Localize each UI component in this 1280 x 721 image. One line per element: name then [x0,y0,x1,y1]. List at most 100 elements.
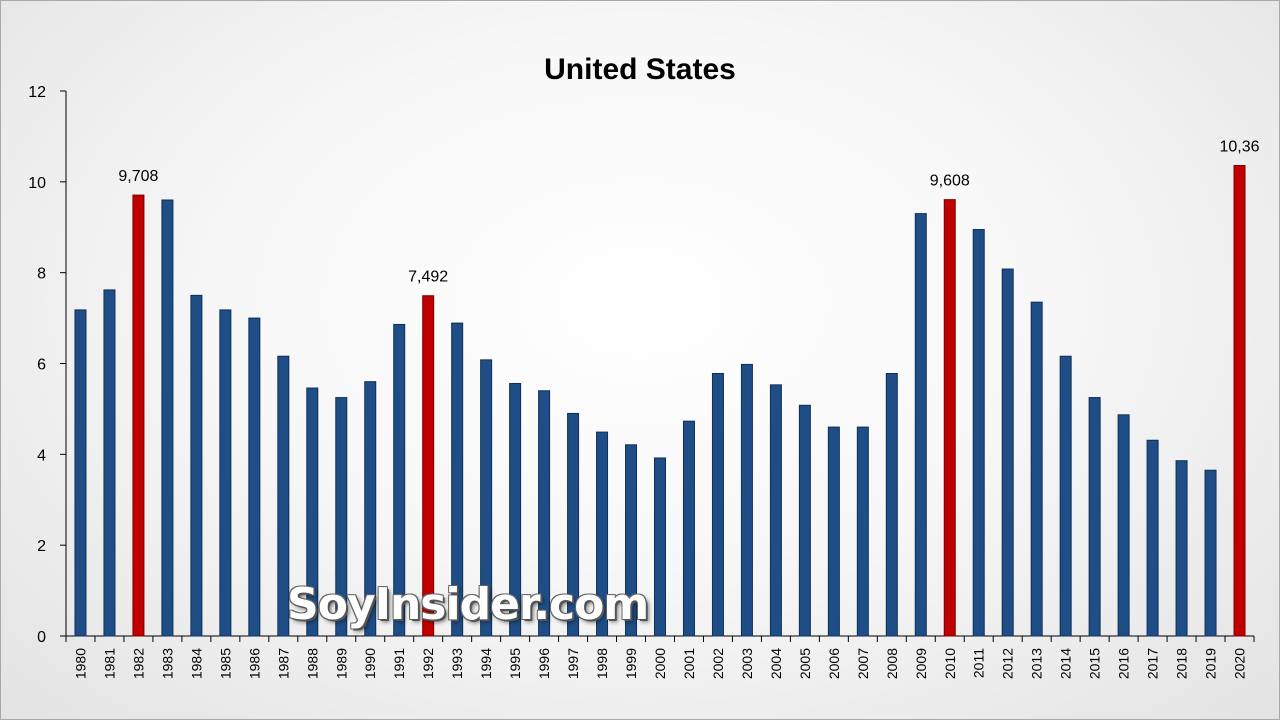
bar-2015 [1088,397,1101,637]
x-tick-label: 1982 [130,648,146,679]
bar-1988 [306,387,319,637]
bar-2020 [1233,164,1246,637]
x-tick-label: 2002 [710,648,726,679]
x-tick-label: 2012 [1000,648,1016,679]
bar-1993 [451,322,464,637]
watermark: SoyInsider.com [287,579,649,630]
x-tick-label: 1987 [275,648,291,679]
y-tick-label: 0 [37,629,46,646]
x-tick-label: 1983 [159,648,175,679]
x-tick-label: 1996 [536,648,552,679]
data-label-1982: 9,708 [118,168,158,185]
data-labels: 9,708 7,492 9,608 10,36 [118,138,1259,285]
bar-2003 [740,363,753,637]
x-tick-label: 1998 [594,648,610,679]
bar-1994 [480,359,493,637]
data-label-1992: 7,492 [408,269,448,286]
bar-1998 [596,431,609,637]
bar-1987 [277,355,290,637]
x-axis: 1980 1981 1982 1983 1984 1985 1986 1987 1988 1989… [65,635,1255,679]
x-tick-label: 1994 [478,648,494,679]
x-tick-label: 2017 [1145,648,1161,679]
x-tick-label: 2020 [1232,648,1248,679]
bar-1996 [538,390,551,637]
bar-1983 [161,199,174,637]
y-axis: 0 2 4 6 8 10 12 [28,84,67,646]
x-tick-label: 2006 [826,648,842,679]
x-tick-label: 2005 [797,648,813,679]
bar-2013 [1030,301,1043,637]
x-tick-label: 1989 [333,648,349,679]
bar-2002 [711,372,724,637]
x-tick-label: 1991 [391,648,407,679]
bar-1992 [422,295,435,637]
bar-1997 [567,412,580,637]
bar-1985 [219,309,232,637]
x-tick-label: 1981 [101,648,117,679]
x-tick-label: 2007 [855,648,871,679]
y-tick-label: 6 [37,357,46,374]
data-label-2010: 9,608 [930,173,970,190]
bar-2011 [972,229,985,637]
x-tick-label: 2003 [739,648,755,679]
bar-1991 [393,323,406,637]
bar-2018 [1175,460,1188,637]
bar-2007 [856,426,869,637]
x-tick-label: 1984 [188,648,204,679]
x-tick-label: 1999 [623,648,639,679]
bar-2008 [885,372,898,637]
bar-1981 [103,289,116,637]
x-tick-label: 1993 [449,648,465,679]
x-tick-label: 1985 [217,648,233,679]
x-tick-label: 1988 [304,648,320,679]
bar-2017 [1146,439,1159,637]
y-tick-label: 2 [37,538,46,555]
bar-1980 [74,309,87,637]
x-tick-label: 2018 [1174,648,1190,679]
bar-1982 [132,194,145,637]
x-tick-label: 2004 [768,648,784,679]
bar-1989 [335,397,348,637]
bar-2009 [914,213,927,637]
x-tick-label: 1986 [246,648,262,679]
x-tick-label: 2016 [1116,648,1132,679]
bar-2001 [682,420,695,637]
x-tick-label: 1992 [420,648,436,679]
bar-1999 [625,444,638,637]
bar-1995 [509,382,522,637]
data-label-2020: 10,36 [1219,138,1259,155]
x-tick-label: 2019 [1203,648,1219,679]
x-tick-label: 2015 [1087,648,1103,679]
x-tick-label: 2000 [652,648,668,679]
x-tick-label: 2009 [913,648,929,679]
y-tick-label: 12 [28,84,46,101]
x-tick-label: 2014 [1058,648,1074,679]
x-tick-label: 2008 [884,648,900,679]
bar-2000 [654,457,666,637]
x-tick-label: 2011 [971,648,987,678]
x-tick-label: 1980 [72,648,88,679]
bar-2019 [1204,469,1217,637]
bar-2010 [943,199,956,637]
x-tick-label: 1995 [507,648,523,679]
bar-1984 [190,294,203,637]
bar-2016 [1117,414,1130,637]
y-tick-label: 8 [37,266,46,283]
bar-2012 [1001,268,1014,637]
bar-2005 [798,404,811,637]
bar-2004 [769,384,782,637]
x-tick-label: 2013 [1029,648,1045,679]
bar-2014 [1059,355,1072,637]
bar-1990 [364,381,377,637]
x-tick-label: 1990 [362,648,378,679]
x-tick-label: 1997 [565,648,581,679]
bars [74,164,1246,637]
y-tick-label: 4 [37,447,46,464]
x-tick-label: 2001 [681,648,697,679]
x-tick-label: 2010 [942,648,958,679]
chart-title: United States [544,53,736,86]
bar-2006 [827,426,840,637]
y-tick-label: 10 [28,175,46,192]
